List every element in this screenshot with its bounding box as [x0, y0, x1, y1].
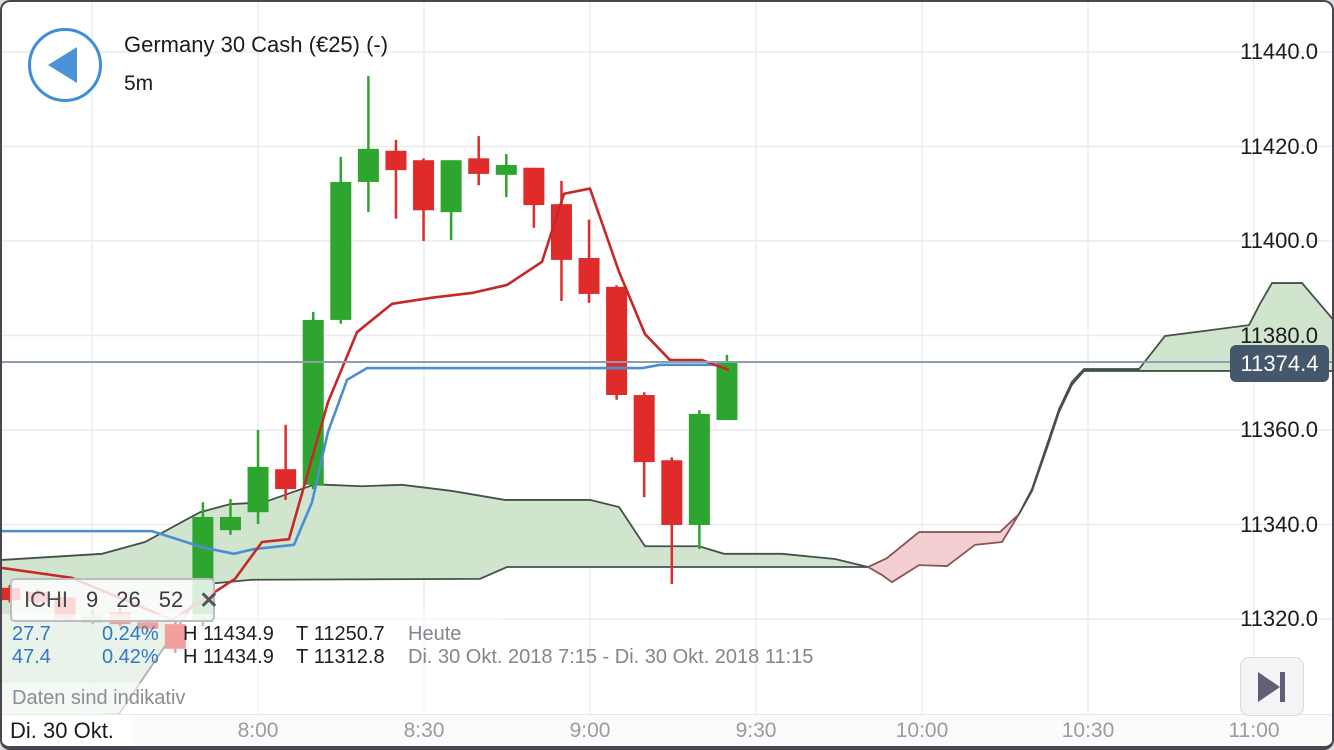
- senkou-a-line: [2, 483, 869, 568]
- ichimoku-cloud: [2, 484, 868, 714]
- change-points: 47.4: [12, 646, 51, 668]
- indicator-param: 52: [158, 587, 184, 612]
- senkou-b-line: [1018, 370, 1332, 515]
- back-button[interactable]: [28, 28, 102, 102]
- candle-body: [523, 167, 545, 206]
- indicator-param: 9: [86, 587, 99, 612]
- indicator-name: ICHI: [24, 587, 68, 612]
- price-tick-label: 11380.0: [1240, 322, 1318, 348]
- skip-to-latest-button[interactable]: [1240, 657, 1304, 716]
- stats-row-day: 27.7 0.24% H 11434.9 T 11250.7 Heute: [2, 623, 902, 645]
- candle-body: [550, 204, 572, 260]
- candle-body: [633, 395, 655, 463]
- candle-body: [606, 286, 628, 396]
- time-tick-label: 8:30: [403, 719, 445, 742]
- ichimoku-cloud: [868, 514, 1019, 583]
- senkou-a-line: [1018, 282, 1332, 515]
- date-chip: [2, 715, 132, 746]
- candle-body: [385, 150, 407, 171]
- close-icon[interactable]: ✕: [199, 586, 219, 613]
- candle-body: [578, 258, 600, 294]
- time-tick-label: 9:00: [569, 719, 611, 742]
- back-arrow-icon: [48, 47, 77, 83]
- candle-body: [495, 164, 517, 175]
- time-tick-label: 9:30: [735, 719, 777, 742]
- indicator-legend[interactable]: ICHI 9 26 52 ✕: [10, 578, 219, 622]
- price-tick-label: 11440.0: [1240, 39, 1318, 64]
- senkou-a-line: [867, 513, 1020, 584]
- senkou-b-line: [867, 513, 1020, 568]
- time-axis: Di. 30 Okt. 8:00 8:30 9:00 9:30 10:00 10:30 11…: [2, 714, 1332, 746]
- candle-body: [688, 413, 710, 525]
- timeframe-label: 5m: [124, 72, 154, 95]
- candle-body: [247, 466, 269, 513]
- high-value: H 11434.9: [183, 646, 274, 668]
- change-points: 27.7: [12, 623, 51, 645]
- price-tick-label: 11320.0: [1240, 606, 1318, 631]
- high-value: H 11434.9: [183, 623, 274, 645]
- time-tick-label: 11:00: [1228, 719, 1280, 742]
- candle-body: [440, 160, 462, 213]
- stats-row-range: 47.4 0.42% H 11434.9 T 11312.8 Di. 30 Ok…: [2, 646, 902, 668]
- time-tick-label: 10:00: [895, 719, 949, 742]
- skip-forward-icon: [1258, 671, 1285, 702]
- low-value: T 11312.8: [296, 646, 385, 668]
- date-label: Di. 30 Okt.: [10, 718, 114, 743]
- candle-body: [330, 181, 352, 320]
- price-tick-label: 11340.0: [1240, 511, 1318, 537]
- tenkan-line: [2, 187, 730, 622]
- price-tick-label: 11420.0: [1240, 133, 1318, 159]
- current-price-badge: 11374.4: [1230, 345, 1329, 382]
- period-label: Heute: [408, 623, 462, 645]
- change-percent: 0.42%: [102, 646, 159, 668]
- time-tick-label: 10:30: [1061, 719, 1115, 742]
- ichimoku-cloud: [1019, 283, 1332, 515]
- candle-body: [413, 160, 435, 211]
- candle-body: [468, 158, 490, 174]
- instrument-title: Germany 30 Cash (€25) (-): [124, 32, 389, 57]
- price-tick-label: 11400.0: [1240, 228, 1318, 253]
- data-disclaimer: Daten sind indikativ: [2, 683, 194, 714]
- indicator-param: 26: [116, 587, 141, 612]
- candle-body: [661, 460, 683, 525]
- time-tick-label: 8:00: [237, 719, 279, 742]
- candle-body: [716, 361, 738, 421]
- period-label: Di. 30 Okt. 2018 7:15 - Di. 30 Okt. 2018…: [408, 646, 814, 668]
- low-value: T 11250.7: [296, 623, 385, 645]
- kijun-line: [2, 363, 720, 556]
- candle-body: [219, 516, 241, 531]
- change-percent: 0.24%: [102, 623, 159, 645]
- price-tick-label: 11360.0: [1240, 417, 1318, 442]
- candle-body: [357, 148, 379, 182]
- candle-body: [275, 469, 297, 490]
